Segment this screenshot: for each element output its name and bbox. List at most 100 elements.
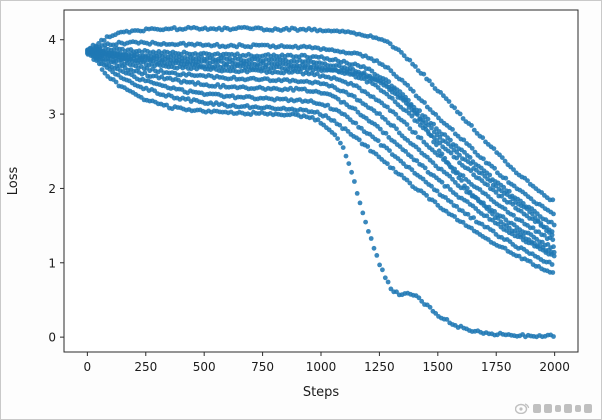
data-point-dot	[427, 304, 433, 310]
x-tick-label: 750	[251, 360, 274, 374]
data-point-dot	[387, 41, 393, 47]
data-point-dot	[382, 275, 388, 281]
data-point-dot	[467, 189, 473, 195]
data-point-dot	[454, 149, 460, 155]
data-point-dot	[164, 102, 170, 108]
series-dots	[85, 39, 556, 217]
data-point-dot	[477, 187, 483, 192]
x-tick-label: 250	[134, 360, 157, 374]
data-point-dot	[407, 180, 413, 186]
data-point-dot	[493, 183, 499, 189]
data-point-dot	[377, 126, 383, 132]
data-point-dot	[538, 221, 544, 226]
data-point-dot	[471, 127, 477, 133]
data-point-dot	[335, 96, 341, 102]
data-point-dot	[495, 215, 501, 221]
data-point-dot	[429, 125, 434, 131]
data-point-dot	[434, 188, 440, 194]
data-point-dot	[452, 180, 458, 185]
data-point-dot	[352, 106, 358, 112]
data-point-dot	[457, 152, 462, 158]
data-point-dot	[473, 195, 479, 200]
x-tick-label: 1750	[481, 360, 512, 374]
series-dots	[85, 50, 556, 275]
data-point-dot	[429, 183, 434, 189]
data-point-dot	[99, 67, 105, 72]
data-point-dot	[445, 183, 450, 189]
data-point-dot	[352, 179, 357, 184]
data-point-dot	[535, 218, 541, 224]
data-point-dot	[405, 82, 411, 88]
data-point-dot	[384, 84, 390, 89]
x-tick-label: 2000	[539, 360, 570, 374]
data-point-dot	[397, 144, 403, 150]
data-point-dot	[382, 117, 388, 122]
data-point-dot	[468, 161, 474, 167]
data-point-dot	[488, 178, 493, 184]
y-tick-label: 2	[48, 182, 56, 196]
data-point-dot	[472, 149, 478, 155]
data-point-dot	[427, 107, 433, 112]
data-point-dot	[407, 126, 413, 131]
data-point-dot	[374, 253, 380, 258]
data-point-dot	[424, 154, 430, 160]
data-point-dot	[527, 259, 533, 264]
y-tick-label: 0	[48, 331, 56, 345]
series-dots	[87, 46, 555, 238]
x-tick-label: 1000	[306, 360, 337, 374]
data-point-dot	[390, 165, 396, 171]
data-point-dot	[441, 93, 446, 99]
data-point-dot	[409, 167, 415, 173]
data-point-dot	[490, 228, 496, 234]
watermark-glyph	[533, 403, 541, 413]
data-point-dot	[448, 144, 454, 150]
data-point-dot	[409, 107, 415, 113]
data-point-dot	[403, 149, 408, 154]
data-point-dot	[142, 70, 148, 76]
data-point-dot	[453, 170, 459, 176]
x-tick-label: 500	[193, 360, 216, 374]
data-point-dot	[420, 176, 426, 182]
data-point-dot	[432, 199, 438, 205]
data-point-dot	[448, 164, 453, 170]
data-point-dot	[551, 253, 557, 259]
data-point-dot	[418, 135, 424, 141]
data-point-dot	[325, 102, 331, 108]
data-point-dot	[377, 111, 382, 117]
data-point-dot	[413, 130, 418, 136]
data-point-dot	[431, 121, 436, 127]
data-point-dot	[492, 165, 497, 171]
data-point-dot	[421, 71, 427, 77]
data-point-dot	[442, 132, 448, 138]
data-point-dot	[503, 217, 509, 223]
data-point-dot	[452, 105, 457, 111]
y-tick-label: 3	[48, 108, 56, 122]
y-axis-label: Loss	[6, 167, 21, 196]
data-point-dot	[407, 57, 413, 63]
watermark-glyph	[584, 403, 592, 413]
data-point-dot	[380, 267, 385, 273]
data-point-dot	[433, 112, 439, 117]
data-point-dot	[542, 232, 547, 238]
data-point-dot	[315, 117, 321, 123]
data-point-dot	[111, 60, 117, 65]
data-point-dot	[448, 187, 453, 192]
data-point-dot	[338, 140, 343, 146]
data-point-dot	[549, 232, 555, 238]
data-point-dot	[360, 210, 366, 216]
data-point-dot	[96, 61, 102, 67]
data-point-dot	[385, 279, 391, 285]
data-point-dot	[452, 214, 457, 219]
scatter-dots-layer	[85, 24, 557, 340]
data-point-dot	[445, 160, 450, 166]
data-point-dot	[469, 123, 474, 128]
data-point-dot	[428, 133, 434, 138]
data-point-dot	[450, 176, 455, 182]
data-point-dot	[419, 298, 425, 304]
watermark-glyph	[564, 403, 572, 413]
data-point-dot	[356, 137, 362, 143]
data-point-dot	[457, 111, 463, 117]
data-point-dot	[511, 167, 516, 173]
data-point-dot	[541, 224, 547, 230]
